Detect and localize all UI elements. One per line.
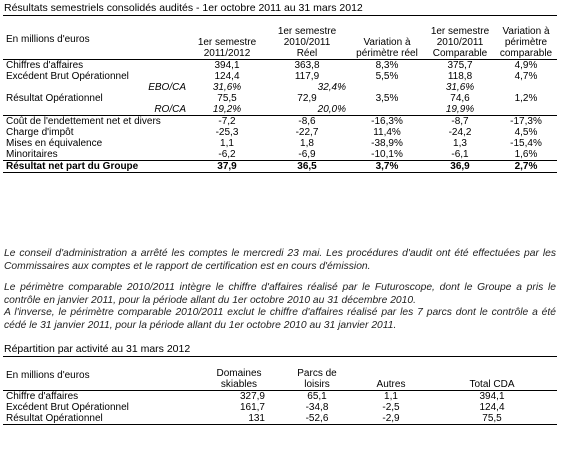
table1-title: Résultats semestriels consolidés audités… <box>4 2 363 14</box>
unit-label: En millions d'euros <box>3 15 189 60</box>
header-h1-2011: 1er semestre 2011/2012 <box>189 15 265 60</box>
table-header-row: En millions d'euros 1er semestre 2011/201… <box>3 15 557 60</box>
table-row: RO/CA 19,2% 20,0% 19,9% <box>154 104 475 115</box>
table-row: Chiffre d'affaires 327,9 65,1 1,1 394,1 <box>3 390 557 402</box>
table-header-row: En millions d'euros Domaines skiables Par… <box>3 356 557 391</box>
table-row: Résultat Opérationnel 75,5 72,9 3,5% 74,… <box>6 93 538 104</box>
table-row: Coût de l'endettement net et divers -7,2… <box>3 115 557 127</box>
paragraph-perimeter-include: Le périmètre comparable 2010/2011 intègr… <box>4 282 556 306</box>
table2-title: Répartition par activité au 31 mars 2012 <box>4 343 191 355</box>
results-table: En millions d'euros 1er semestre 2011/201… <box>3 15 557 173</box>
header-var-comparable: Variation à périmètre comparable <box>495 15 557 60</box>
paragraph-audit: Le conseil d'administration a arrêté les… <box>4 248 556 272</box>
header-total: Total CDA <box>427 356 557 391</box>
unit-label: En millions d'euros <box>3 356 199 391</box>
header-other: Autres <box>355 356 427 391</box>
header-var-real: Variation à périmètre réel <box>349 15 425 60</box>
header-ski: Domaines skiables <box>199 356 279 391</box>
table-row: Minoritaires -6,2 -6,9 -10,1% -6,1 1,6% <box>6 149 538 160</box>
paragraph-perimeter: Le périmètre comparable 2010/2011 intègr… <box>4 282 556 332</box>
header-parks: Parcs de loisirs <box>279 356 355 391</box>
table-row: Mises en équivalence 1,1 1,8 -38,9% 1,3 … <box>6 138 542 149</box>
table-row: Excédent Brut Opérationnel 124,4 117,9 5… <box>6 71 538 82</box>
table-row: Excédent Brut Opérationnel 161,7 -34,8 -… <box>6 402 505 413</box>
header-h1-2010-real: 1er semestre 2010/2011 Réel <box>265 15 349 60</box>
table-row: Résultat Opérationnel 131 -52,6 -2,9 75,… <box>3 413 557 425</box>
header-h1-2010-comparable: 1er semestre 2010/2011 Comparable <box>425 15 495 60</box>
table-row: Charge d'impôt -25,3 -22,7 11,4% -24,2 4… <box>6 127 538 138</box>
table-row: EBO/CA 31,6% 32,4% 31,6% <box>148 82 475 93</box>
paragraph-perimeter-exclude: A l'inverse, le périmètre comparable 201… <box>4 307 556 331</box>
table-row: Chiffres d'affaires 394,1 363,8 8,3% 375… <box>3 59 557 71</box>
activity-table: En millions d'euros Domaines skiables Par… <box>3 356 557 425</box>
table-row-net-result: Résultat net part du Groupe 37,9 36,5 3,… <box>3 160 557 173</box>
